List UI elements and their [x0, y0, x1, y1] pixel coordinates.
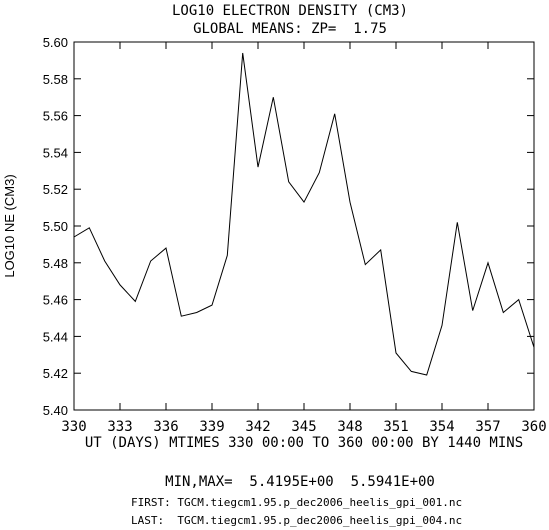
y-tick-label: 5.46 [43, 293, 68, 308]
x-tick-label: 357 [475, 419, 500, 435]
x-tick-label: 333 [107, 419, 132, 435]
x-tick-label: 345 [291, 419, 316, 435]
plot-frame [73, 41, 535, 411]
y-tick-label: 5.44 [43, 329, 68, 344]
series-layer [73, 52, 535, 376]
series-line [73, 52, 535, 376]
y-axis-label: LOG10 NE (CM3) [2, 174, 17, 277]
chart-title: LOG10 ELECTRON DENSITY (CM3) [172, 3, 408, 19]
last-file-label: LAST: TGCM.tiegcm1.95.p_dec2006_heelis_g… [131, 514, 462, 527]
first-file-label: FIRST: TGCM.tiegcm1.95.p_dec2006_heelis_… [131, 496, 462, 509]
x-tick-label: 354 [429, 419, 454, 435]
y-tick-label: 5.52 [43, 182, 68, 197]
y-tick-label: 5.54 [43, 145, 68, 160]
x-tick-label: 351 [383, 419, 408, 435]
y-tick-label: 5.50 [43, 219, 68, 234]
y-tick-label: 5.42 [43, 366, 68, 381]
chart-subtitle: GLOBAL MEANS: ZP= 1.75 [193, 21, 387, 37]
x-tick-label: 339 [199, 419, 224, 435]
x-axis-label: UT (DAYS) MTIMES 330 00:00 TO 360 00:00 … [85, 435, 523, 451]
x-tick-label: 360 [521, 419, 546, 435]
y-tick-label: 5.60 [43, 35, 68, 50]
y-axis-ticks: 5.40 5.42 5.44 5.46 5.48 5.50 5.52 5.54 5.56 5.58… [43, 35, 534, 418]
y-tick-label: 5.40 [43, 403, 68, 418]
x-axis-ticks: 330 333 336 339 342 345 348 351 354 357 360 [61, 42, 547, 435]
min-max-readout: MIN,MAX= 5.4195E+00 5.5941E+00 [165, 474, 435, 490]
x-tick-label: 342 [245, 419, 270, 435]
y-tick-label: 5.48 [43, 256, 68, 271]
y-tick-label: 5.56 [43, 109, 68, 124]
x-tick-label: 336 [153, 419, 178, 435]
x-tick-label: 330 [61, 419, 86, 435]
x-tick-label: 348 [337, 419, 362, 435]
y-tick-label: 5.58 [43, 72, 68, 87]
